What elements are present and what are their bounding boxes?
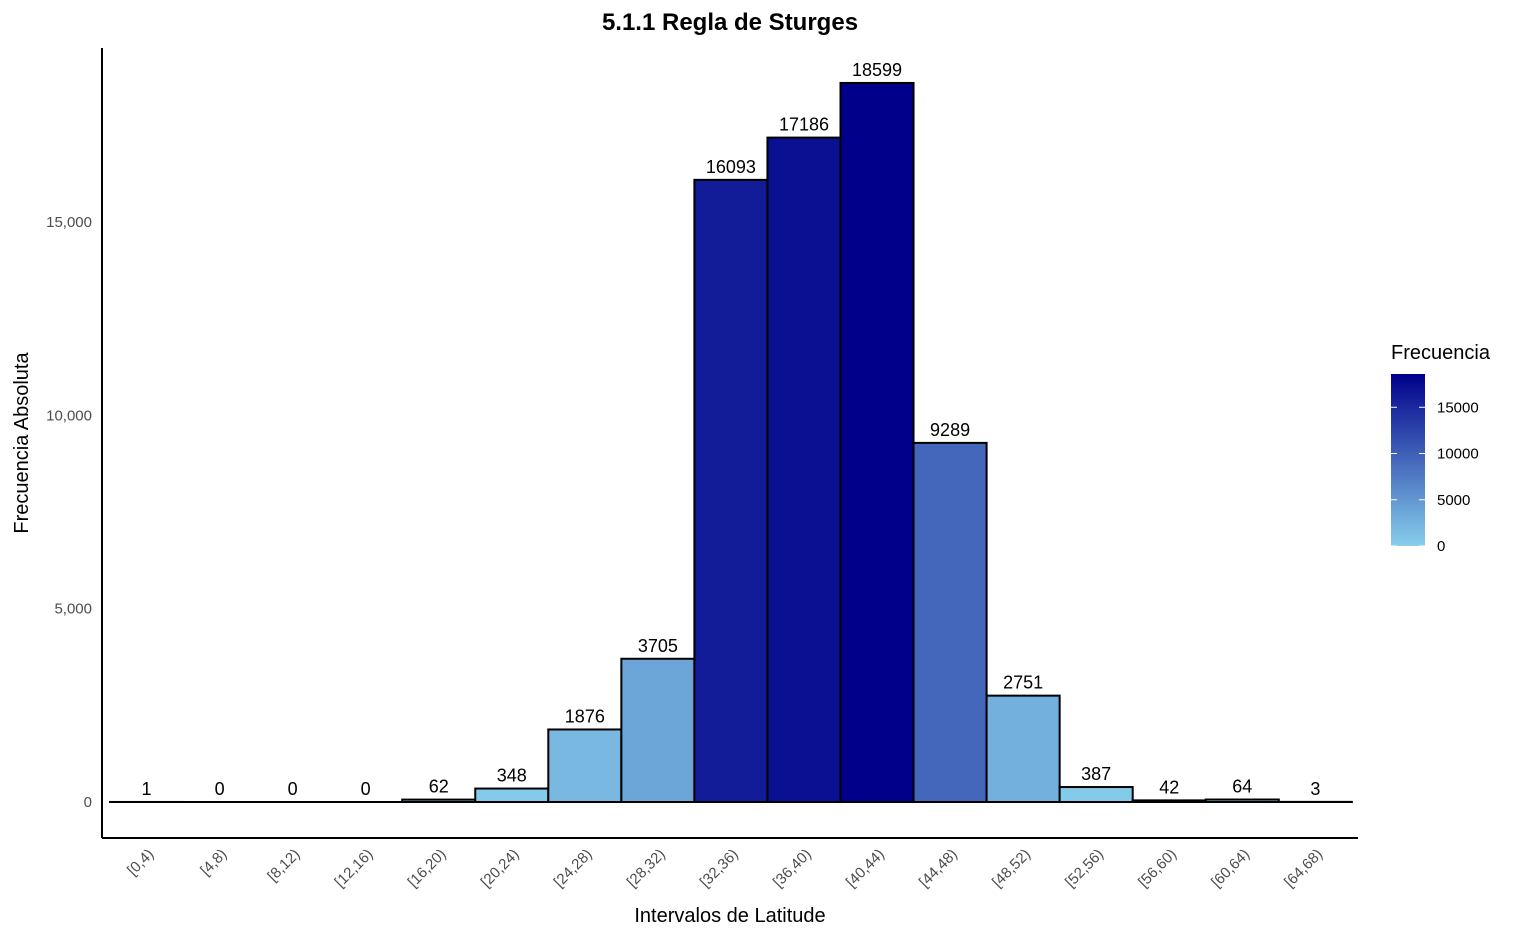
bar — [912, 441, 988, 803]
data-label: 64 — [1232, 777, 1252, 797]
x-tick-label: [20,24) — [478, 846, 523, 891]
bar — [620, 657, 696, 804]
y-tick-label: 5,000 — [54, 601, 92, 618]
x-tick-label: [28,32) — [624, 846, 669, 891]
legend: Frecuencia 0 5000 10000 15000 — [1391, 342, 1491, 555]
data-label: 0 — [288, 779, 298, 799]
legend-ticks: 0 5000 10000 15000 — [1391, 399, 1479, 555]
y-tick-labels: 0 5,000 10,000 15,000 — [46, 214, 92, 811]
data-label: 17186 — [779, 115, 829, 135]
data-labels: 1 0 0 0 62 348 1876 3705 16093 17186 18599 9289 2751… — [142, 60, 1321, 799]
bar — [547, 728, 623, 803]
data-label: 16093 — [706, 157, 756, 177]
bars-group — [109, 81, 1353, 804]
bar — [766, 136, 842, 803]
x-tick-label: [32,36) — [697, 846, 742, 891]
legend-tick-label: 0 — [1437, 538, 1445, 555]
x-tick-label: [12,16) — [331, 846, 376, 891]
x-tick-label: [60,64) — [1208, 846, 1253, 891]
data-label: 42 — [1159, 777, 1179, 797]
legend-colorbar — [1391, 374, 1425, 546]
y-tick-label: 10,000 — [46, 407, 92, 424]
data-label: 18599 — [852, 60, 902, 80]
legend-tick-label: 15000 — [1437, 399, 1479, 416]
legend-tick-label: 5000 — [1437, 492, 1470, 509]
bar — [985, 694, 1061, 804]
x-tick-label: [40,44) — [843, 846, 888, 891]
x-tick-label: [16,20) — [405, 846, 450, 891]
x-tick-label: [0,4) — [124, 846, 157, 879]
x-tick-label: [4,8) — [197, 846, 230, 879]
bar — [474, 787, 550, 804]
x-tick-label: [64,68) — [1281, 846, 1326, 891]
data-label: 3 — [1310, 779, 1320, 799]
x-tick-label: [56,60) — [1135, 846, 1180, 891]
data-label: 62 — [429, 777, 449, 797]
data-label: 387 — [1081, 764, 1111, 784]
y-tick-label: 15,000 — [46, 214, 92, 231]
bar — [1058, 786, 1134, 803]
x-tick-label: [24,28) — [551, 846, 596, 891]
bar — [839, 81, 915, 804]
data-label: 0 — [361, 779, 371, 799]
bar — [693, 178, 769, 804]
x-tick-label: [8,12) — [264, 846, 303, 885]
x-tick-label: [48,52) — [989, 846, 1034, 891]
data-label: 9289 — [930, 420, 970, 440]
data-label: 3705 — [638, 636, 678, 656]
x-tick-labels: [0,4) [4,8) [8,12) [12,16) [16,20) [20,24) [24… — [124, 846, 1326, 891]
data-label: 348 — [497, 766, 527, 786]
data-label: 0 — [215, 779, 225, 799]
data-label: 1876 — [565, 706, 605, 726]
x-tick-label: [52,56) — [1062, 846, 1107, 891]
data-label: 1 — [142, 779, 152, 799]
x-tick-label: [36,40) — [770, 846, 815, 891]
legend-tick-label: 10000 — [1437, 446, 1479, 463]
x-tick-label: [44,48) — [916, 846, 961, 891]
y-axis-title: Frecuencia Absoluta — [11, 352, 33, 534]
y-tick-label: 0 — [84, 794, 92, 811]
legend-title: Frecuencia — [1391, 342, 1491, 364]
x-axis-title: Intervalos de Latitude — [634, 905, 825, 927]
data-label: 2751 — [1003, 673, 1043, 693]
chart-title: 5.1.1 Regla de Sturges — [602, 9, 858, 36]
